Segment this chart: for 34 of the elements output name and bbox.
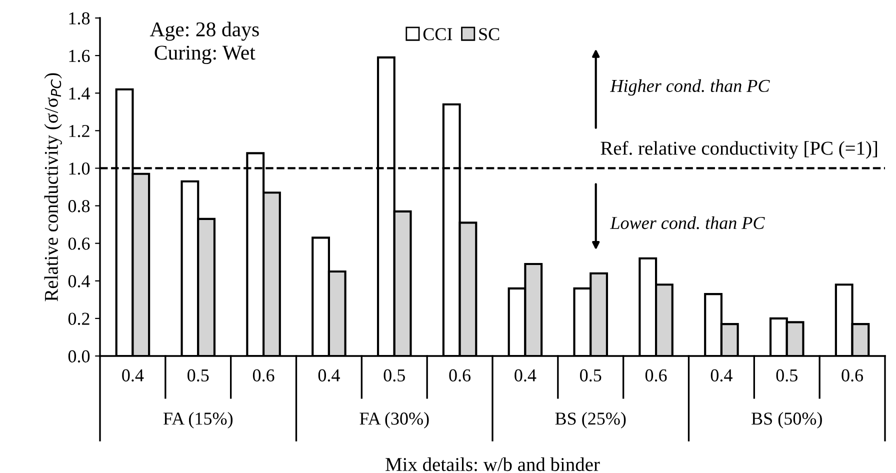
x-tick-label: 0.5 [188, 369, 209, 382]
annotation: Lower cond. than PC [610, 216, 765, 230]
y-tick-label: 1.2 [69, 124, 90, 138]
x-axis-title: Mix details: w/b and binder [386, 457, 600, 472]
y-tick-label: 1.6 [69, 50, 90, 62]
annotation: Higher cond. than PC [610, 79, 770, 96]
x-tick-label: 0.4 [122, 369, 144, 382]
x-tick-label: 0.5 [384, 369, 405, 382]
x-tick-label: 0.6 [252, 369, 274, 382]
y-tick-label: 1.4 [69, 87, 90, 100]
y-tick-label: 0.4 [68, 275, 90, 288]
y-tick-label: 1.8 [69, 12, 90, 25]
legend-label: SC [479, 28, 500, 40]
ref-line-label: Ref. relative conductivity [PC (=1)] [600, 140, 878, 159]
y-tick-label: 0.8 [68, 200, 90, 212]
x-tick-label: 0.5 [776, 369, 798, 382]
text: FA (15%) [163, 412, 233, 428]
y-tick-label: 0.0 [68, 350, 90, 363]
text: BS (50%) [752, 412, 822, 428]
y-tick-label: 0.2 [68, 312, 90, 325]
annotation: Age: 28 days Curing: Wet [150, 22, 259, 64]
legend-label: CCI [423, 28, 452, 40]
x-tick-label: 0.6 [645, 369, 667, 382]
x-tick-label: 0.5 [580, 369, 602, 382]
y-tick-label: 0.6 [68, 238, 90, 250]
y-tick-label: 1.0 [69, 162, 90, 175]
x-tick-label: 0.6 [449, 369, 471, 382]
x-tick-label: 0.4 [514, 369, 536, 382]
text: BS (25%) [555, 412, 626, 428]
x-tick-label: 0.6 [842, 369, 864, 382]
y-axis-title: Relative conductivity (σ/σ$_{PC}$) [44, 73, 62, 302]
x-tick-label: 0.4 [318, 369, 340, 382]
x-tick-label: 0.4 [710, 369, 732, 382]
text: FA (30%) [360, 412, 429, 428]
